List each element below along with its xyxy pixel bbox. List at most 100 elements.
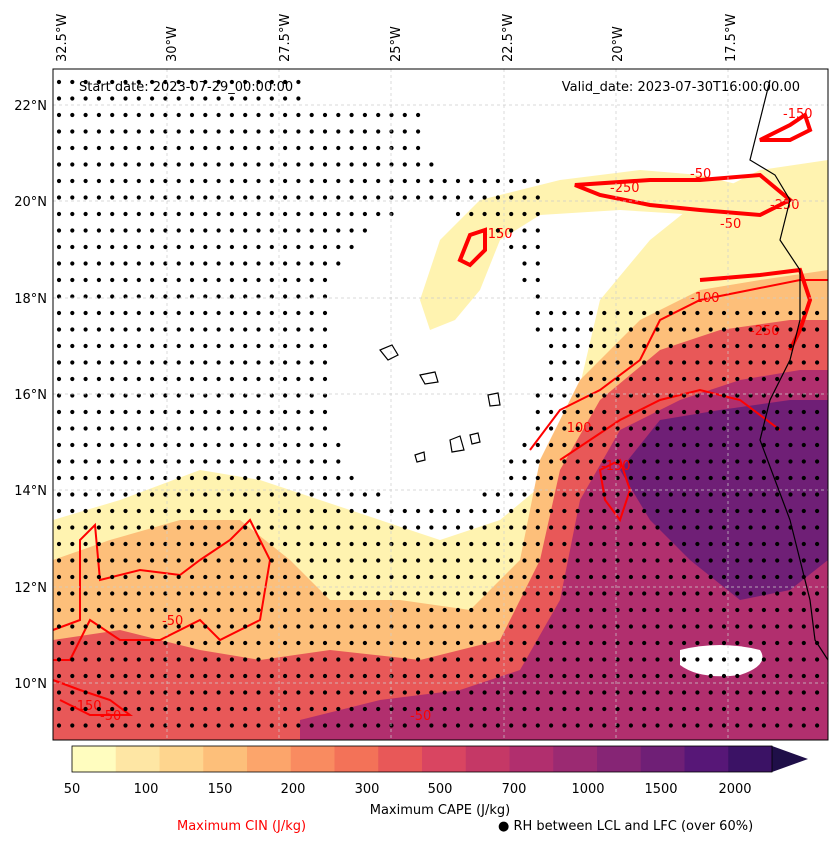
rh-stipple-dot [509,475,514,481]
rh-stipple-dot [110,244,115,250]
rh-stipple-dot [815,525,820,530]
rh-stipple-dot [562,558,567,563]
cin-contour-label: -50 [100,709,121,724]
rh-stipple-dot [522,261,527,266]
rh-stipple-dot [708,459,713,464]
rh-stipple-dot [56,442,62,448]
rh-stipple-dot [176,525,181,530]
rh-stipple-dot [495,673,500,679]
colorbar-tick-label: 50 [64,782,81,797]
rh-stipple-dot [775,574,780,580]
rh-stipple-dot [349,244,354,250]
cape-verde-island [419,371,439,385]
rh-stipple-dot [96,442,101,448]
cin-contour-label: -50 [410,709,431,724]
rh-stipple-dot [562,459,567,464]
rh-stipple-dot [229,310,234,316]
rh-stipple-dot [229,376,234,382]
rh-stipple-dot [682,558,687,563]
rh-stipple-dot [150,426,155,431]
rh-stipple-dot [615,376,620,382]
rh-stipple-dot [110,525,115,530]
rh-stipple-dot [349,145,354,151]
rh-stipple-dot [788,492,793,497]
rh-stipple-dot [416,178,421,184]
rh-stipple-dot [296,310,301,316]
rh-stipple-dot [296,162,301,167]
rh-stipple-dot [322,558,328,563]
rh-stipple-dot [575,426,580,431]
rh-stipple-dot [682,442,687,448]
rh-stipple-dot [642,492,647,497]
rh-stipple-dot [602,706,607,712]
rh-stipple-dot [349,558,354,563]
rh-stipple-dot [349,508,354,514]
rh-stipple-dot [761,640,767,646]
rh-stipple-dot [70,574,75,580]
rh-stipple-dot [243,277,248,283]
rh-stipple-dot [455,624,461,629]
cin-contour-label: -50 [720,217,741,232]
rh-stipple-dot [283,426,288,431]
rh-stipple-dot [136,409,141,415]
rh-stipple-dot [136,657,141,662]
cin-legend-label: Maximum CIN (J/kg) [177,819,307,834]
rh-stipple-dot [123,723,128,728]
rh-stipple-dot [83,244,88,250]
rh-stipple-dot [442,640,447,646]
rh-stipple-dot [562,492,567,497]
rh-stipple-dot [189,244,195,250]
rh-stipple-dot [761,409,767,415]
cape-colorbar: 50 100 150 200 300 500 700 1000 1500 200… [64,745,808,818]
rh-stipple-dot [708,607,713,613]
rh-stipple-dot [708,525,713,530]
rh-stipple-dot [761,706,767,712]
rh-stipple-dot [322,360,328,365]
rh-stipple-dot [163,96,168,101]
rh-stipple-dot [83,640,88,646]
rh-stipple-dot [615,558,620,563]
rh-stipple-dot [535,558,540,563]
rh-stipple-dot [83,195,88,200]
rh-stipple-dot [243,640,248,646]
rh-stipple-dot [322,690,328,695]
rh-stipple-dot [56,558,62,563]
rh-stipple-dot [362,640,367,646]
rh-stipple-dot [549,393,554,398]
rh-stipple-dot [83,277,88,283]
rh-stipple-dot [243,492,248,497]
rh-stipple-dot [602,376,607,382]
rh-stipple-dot [482,211,487,217]
rh-stipple-dot [83,261,88,266]
rh-stipple-dot [322,376,328,382]
rh-stipple-dot [682,640,687,646]
rh-stipple-dot [509,607,514,613]
rh-stipple-dot [256,310,261,316]
rh-stipple-dot [708,475,713,481]
rh-stipple-dot [96,310,101,316]
rh-stipple-dot [83,145,88,151]
rh-stipple-dot [575,657,580,662]
rh-stipple-dot [509,244,514,250]
rh-stipple-dot [216,178,221,184]
rh-stipple-dot [442,525,447,530]
rh-stipple-dot [83,723,88,728]
rh-stipple-dot [748,376,753,382]
rh-stipple-dot [495,228,500,233]
rh-stipple-dot [402,178,407,184]
rh-stipple-dot [136,129,141,134]
rh-stipple-dot [562,657,567,662]
rh-stipple-dot [96,607,101,613]
rh-stipple-dot [296,261,301,266]
rh-stipple-dot [322,442,328,448]
rh-stipple-dot [775,723,780,728]
rh-stipple-dot [695,673,700,679]
rh-stipple-dot [336,442,341,448]
rh-stipple-dot [735,673,740,679]
rh-stipple-dot [322,343,328,349]
rh-stipple-dot [469,574,474,580]
rh-stipple-dot [748,508,753,514]
rh-stipple-dot [309,393,314,398]
rh-stipple-dot [549,343,554,349]
rh-stipple-dot [588,327,594,332]
